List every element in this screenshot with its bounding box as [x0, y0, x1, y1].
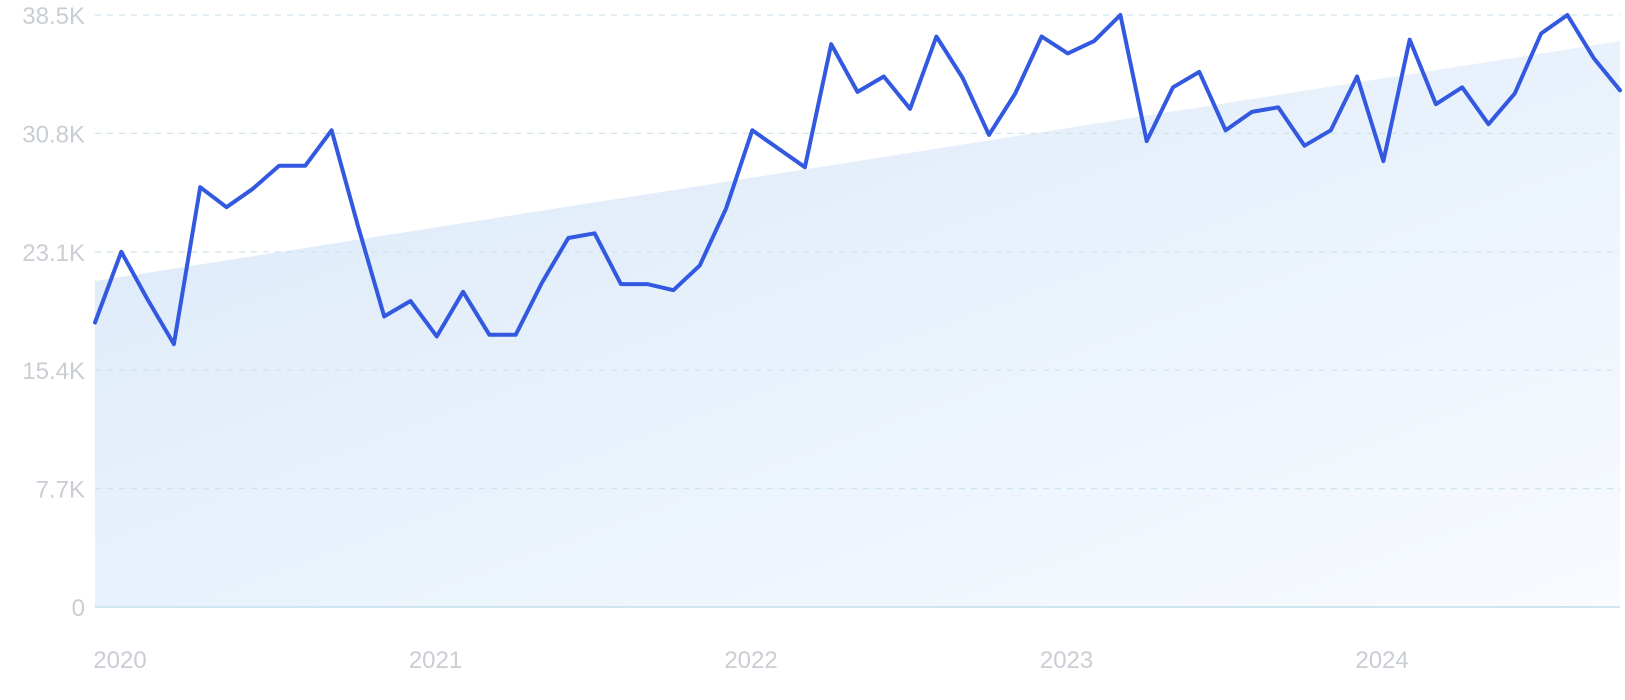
data-point	[172, 342, 176, 346]
data-point	[724, 207, 728, 211]
data-point	[461, 290, 465, 294]
data-point	[198, 185, 202, 189]
data-point	[856, 90, 860, 94]
data-point	[93, 321, 97, 325]
data-point	[829, 42, 833, 46]
x-tick-label: 2024	[1355, 647, 1408, 674]
data-point	[330, 128, 334, 132]
data-point	[1329, 128, 1333, 132]
y-tick-label: 7.7K	[36, 477, 85, 504]
data-point	[119, 250, 123, 254]
data-point	[961, 76, 965, 80]
data-point	[224, 205, 228, 209]
data-point	[1460, 85, 1464, 89]
data-point	[1302, 144, 1306, 148]
data-point	[645, 282, 649, 286]
y-tick-label: 23.1K	[22, 240, 85, 267]
data-point	[1145, 139, 1149, 143]
grid-layer	[95, 14, 1620, 608]
data-point	[1276, 105, 1280, 109]
data-point	[908, 107, 912, 111]
data-point	[619, 282, 623, 286]
x-tick-label: 2020	[93, 647, 146, 674]
data-point	[1408, 38, 1412, 42]
y-tick-label: 0	[72, 595, 85, 622]
data-point	[487, 333, 491, 337]
data-point	[540, 281, 544, 285]
data-point	[409, 299, 413, 303]
y-tick-label: 38.5K	[22, 3, 85, 30]
data-point	[146, 297, 150, 301]
data-point	[1197, 70, 1201, 74]
data-point	[1434, 102, 1438, 106]
data-point	[1618, 88, 1622, 92]
data-point	[435, 334, 439, 338]
trend-area-layer	[95, 41, 1620, 607]
data-point	[514, 333, 518, 337]
data-point	[566, 236, 570, 240]
data-point	[1381, 159, 1385, 163]
data-point	[1250, 110, 1254, 114]
data-point	[1513, 91, 1517, 95]
data-point	[1066, 51, 1070, 55]
trend-area	[95, 41, 1620, 607]
data-point	[882, 75, 886, 79]
data-point	[1539, 31, 1543, 35]
data-point	[1171, 85, 1175, 89]
data-point	[356, 224, 360, 228]
data-point	[1013, 91, 1017, 95]
data-point	[1040, 35, 1044, 39]
data-point	[382, 314, 386, 318]
data-point	[1092, 39, 1096, 43]
series-layer	[93, 13, 1622, 347]
data-point	[671, 288, 675, 292]
x-tick-label: 2022	[724, 647, 777, 674]
data-point	[593, 231, 597, 235]
data-point	[698, 264, 702, 268]
y-tick-label: 15.4K	[22, 358, 85, 385]
data-point	[1355, 75, 1359, 79]
data-point	[277, 164, 281, 168]
data-point	[803, 165, 807, 169]
data-point	[1224, 128, 1228, 132]
x-tick-label: 2021	[409, 647, 462, 674]
data-point	[987, 133, 991, 137]
data-point	[777, 147, 781, 151]
x-tick-label: 2023	[1040, 647, 1093, 674]
data-point	[750, 128, 754, 132]
data-point	[1118, 13, 1122, 17]
x-axis-labels: 2020 2021 2022 2023 2024	[93, 647, 1408, 674]
y-axis-labels: 0 7.7K 15.4K 23.1K 30.8K 38.5K	[22, 3, 85, 622]
y-tick-label: 30.8K	[22, 121, 85, 148]
series-line	[93, 13, 1622, 347]
data-point	[934, 35, 938, 39]
data-point	[1487, 122, 1491, 126]
data-point	[1565, 13, 1569, 17]
data-point	[1592, 56, 1596, 60]
data-point	[251, 187, 255, 191]
data-point	[303, 164, 307, 168]
